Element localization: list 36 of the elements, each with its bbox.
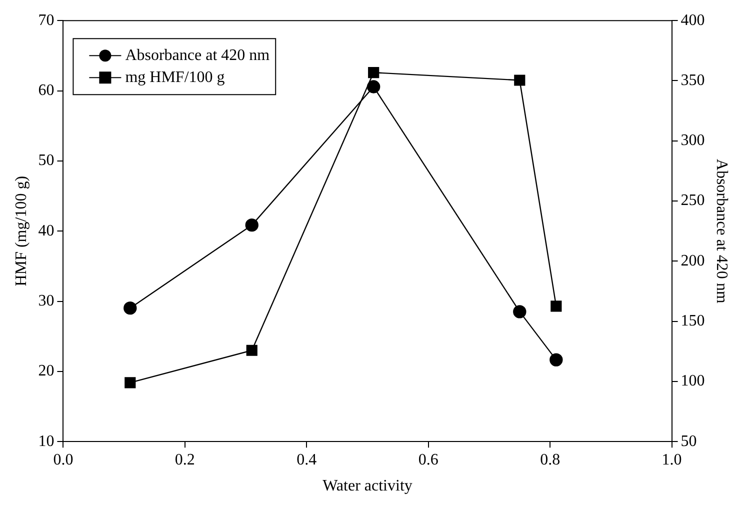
y2-tick-label: 350 <box>680 72 705 89</box>
point <box>124 301 137 315</box>
point <box>368 66 380 78</box>
point <box>514 74 526 86</box>
y-tick-label: 10 <box>38 432 54 450</box>
y2-tick-label: 400 <box>680 12 705 29</box>
y2-tick-label: 150 <box>680 312 705 330</box>
point <box>245 218 258 232</box>
legend-label: mg HMF/100 g <box>125 68 225 86</box>
legend-label: Absorbance at 420 nm <box>125 46 270 64</box>
x-tick-label: 0.8 <box>540 451 560 468</box>
x-tick-label: 0.2 <box>174 451 195 468</box>
point <box>550 353 563 366</box>
y2-tick-label: 200 <box>680 252 705 270</box>
point <box>513 305 526 318</box>
y2-tick-label: 250 <box>680 192 705 210</box>
y-tick-label: 60 <box>38 82 54 99</box>
y2-tick-label: 50 <box>680 432 697 450</box>
y-axis-title: HMF (mg/100 g) <box>12 176 30 286</box>
point <box>124 377 136 388</box>
y-tick-label: 70 <box>38 12 54 29</box>
y2-tick-label: 100 <box>680 372 705 390</box>
y2-tick-label: 300 <box>680 132 705 150</box>
x-tick-label: 0.6 <box>418 451 438 468</box>
y-tick-label: 50 <box>38 152 54 170</box>
x-tick-label: 0.0 <box>53 451 74 468</box>
point <box>246 344 258 356</box>
x-tick-label: 1.0 <box>662 451 682 468</box>
y-tick-label: 40 <box>38 222 54 240</box>
y-tick-label: 20 <box>38 362 54 380</box>
y2-axis-title: Absorbance at 420 nm <box>713 158 730 304</box>
point <box>366 80 380 94</box>
point <box>550 300 562 312</box>
x-axis-title: Water activity <box>322 478 412 495</box>
y-tick-label: 30 <box>38 292 54 310</box>
x-tick-label: 0.4 <box>296 451 317 468</box>
